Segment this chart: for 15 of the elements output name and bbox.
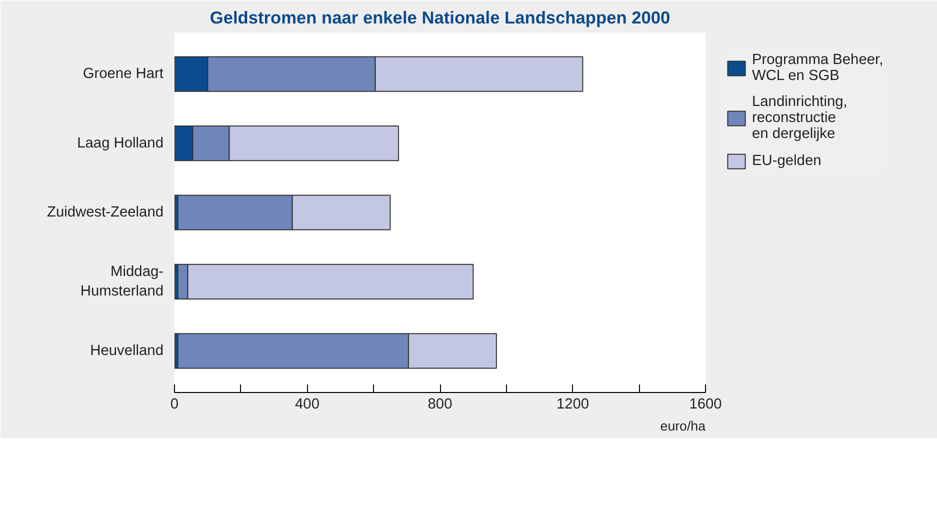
x-tick-label: 1200 [556, 396, 590, 412]
y-tick-label: Laag Holland [77, 135, 164, 152]
y-tick-label: Groene Hart [82, 66, 164, 82]
x-axis-title: euro/ha [660, 418, 706, 434]
y-tick-label: Heuvelland [90, 342, 164, 359]
x-tick-label: 1600 [689, 396, 722, 412]
chart-title: Geldstromen naar enkele Nationale Landschappen 2000 [210, 8, 670, 28]
y-tick-label: Zuidwest-Zeeland [47, 204, 164, 220]
x-tick-label: 0 [170, 396, 179, 412]
legend-label: EU-gelden [752, 153, 822, 169]
legend-label: Programma Beheer, WCL en SGB [752, 52, 884, 84]
y-tick-label: Middag- Humsterland [80, 264, 164, 300]
x-tick-label: 800 [428, 396, 452, 412]
x-tick-label: 400 [295, 396, 320, 412]
legend-label: Landinrichting, reconstructie en dergelijke [752, 94, 848, 142]
